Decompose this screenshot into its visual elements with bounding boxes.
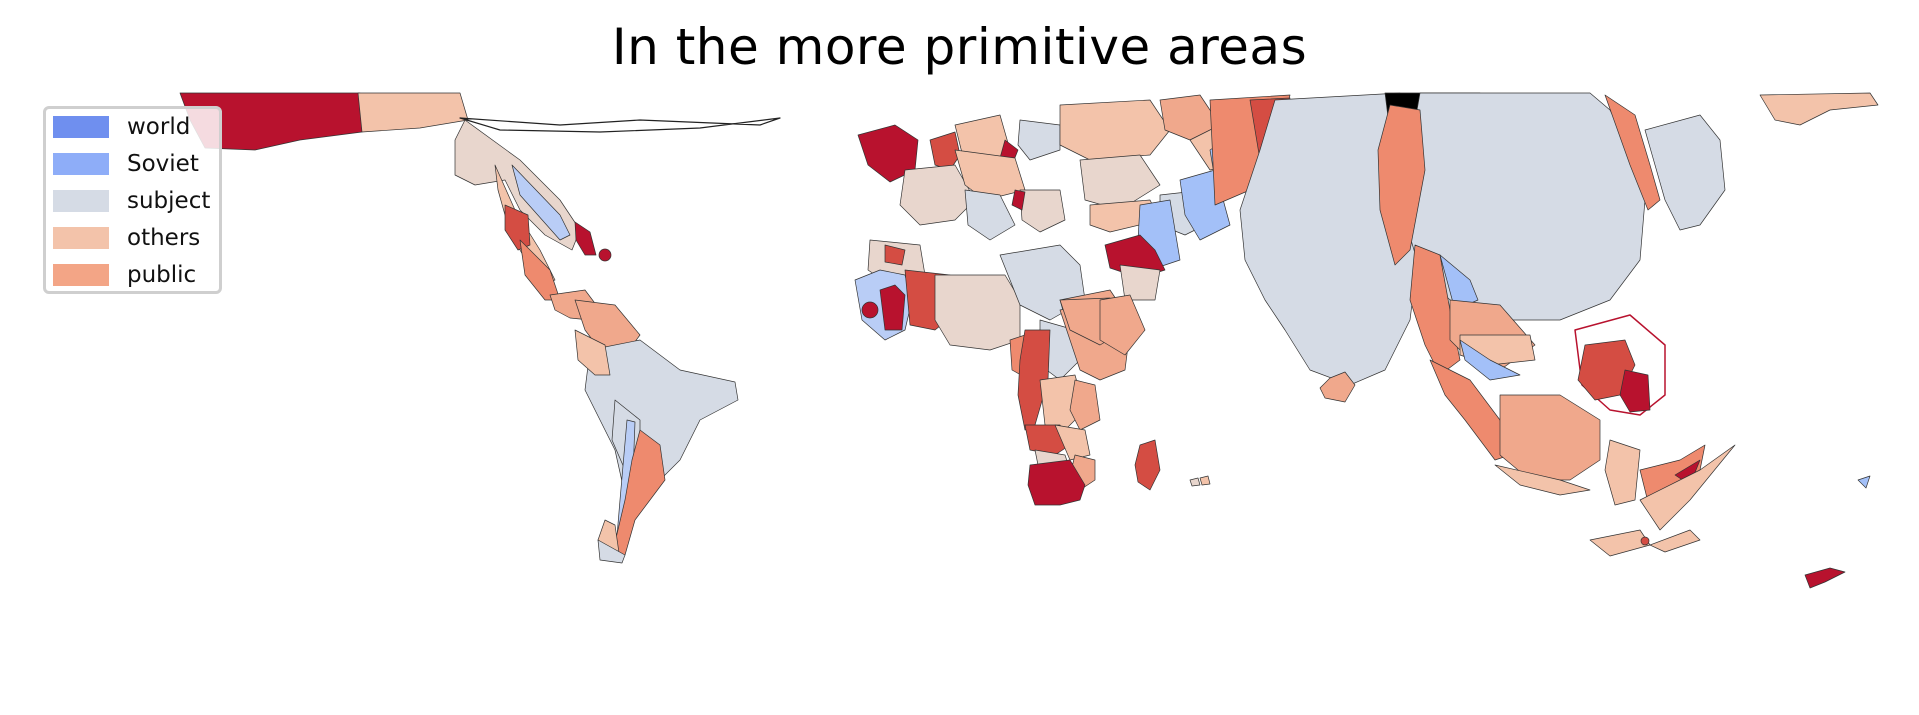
legend-swatch-soviet: [53, 153, 109, 175]
legend-item-public: public: [53, 263, 196, 287]
legend-swatch-public: [53, 264, 109, 286]
region-bow-knot: [1640, 536, 1650, 546]
region-east-indies-lines: [1639, 444, 1736, 531]
region-thailand: [1409, 244, 1461, 376]
map-title: In the more primitive areas: [611, 18, 1308, 76]
legend-label-subject: subject: [127, 188, 211, 214]
region-blue-strip: [511, 164, 571, 241]
region-australia-bow-right: [1649, 529, 1701, 553]
legend-label-soviet: Soviet: [127, 151, 199, 177]
region-senegal-red: [879, 284, 906, 331]
region-argentina: [611, 429, 666, 556]
region-balkans: [1019, 189, 1066, 233]
region-ukraine: [1079, 154, 1161, 211]
region-eastern-europe: [1059, 99, 1171, 161]
region-island: [598, 248, 612, 262]
region-east-horn: [1099, 294, 1146, 356]
region-pacific-islet-b: [1199, 475, 1211, 486]
legend-item-soviet: Soviet: [53, 152, 199, 176]
region-far-island-blue: [1857, 475, 1871, 489]
region-canada-strip: [357, 92, 469, 133]
region-arctic-lines: [459, 117, 781, 133]
legend-label-others: others: [127, 225, 201, 251]
legend-item-others: others: [53, 226, 200, 250]
region-south-africa: [1027, 459, 1086, 506]
region-gambia: [861, 301, 879, 319]
region-southern-tip: [597, 539, 626, 564]
region-korea: [1604, 94, 1661, 211]
region-western-europe: [899, 164, 976, 226]
region-japan: [1644, 114, 1726, 231]
region-madagascar: [1134, 439, 1161, 491]
legend-swatch-others: [53, 227, 109, 249]
region-zambia: [1054, 424, 1091, 461]
region-new-zealand: [1804, 567, 1846, 589]
region-far-east-peach: [1759, 92, 1879, 126]
region-central-europe: [954, 149, 1026, 201]
region-myanmar: [1377, 104, 1426, 266]
region-java: [1494, 464, 1591, 496]
legend-item-subject: subject: [53, 189, 210, 213]
legend-label-world: world: [127, 114, 191, 140]
region-niger: [934, 274, 1021, 351]
region-australia-bow-left: [1589, 529, 1651, 557]
legend-label-public: public: [127, 262, 197, 288]
legend-swatch-world: [53, 116, 109, 138]
region-baltic: [1017, 119, 1061, 161]
region-small-red-a: [1011, 189, 1026, 211]
region-mexico-b: [519, 239, 561, 301]
region-sulawesi: [1604, 439, 1641, 506]
region-malay-blue: [1459, 339, 1521, 381]
region-peru: [574, 329, 611, 376]
legend-item-world: world: [53, 115, 190, 139]
region-philippines-b: [1619, 369, 1651, 413]
region-sri-lanka: [1319, 371, 1356, 403]
region-germany: [964, 189, 1016, 241]
region-afghanistan: [1119, 264, 1161, 301]
region-pacific-islet: [1189, 477, 1201, 487]
legend-swatch-subject: [53, 190, 109, 212]
region-borneo: [1499, 394, 1601, 481]
region-uk: [929, 131, 961, 171]
region-cuba: [574, 221, 597, 256]
region-vietnam: [1439, 254, 1479, 311]
legend: world Soviet subject others public: [43, 106, 222, 294]
region-iberia-red: [884, 244, 906, 266]
region-tanzania: [1069, 379, 1101, 431]
